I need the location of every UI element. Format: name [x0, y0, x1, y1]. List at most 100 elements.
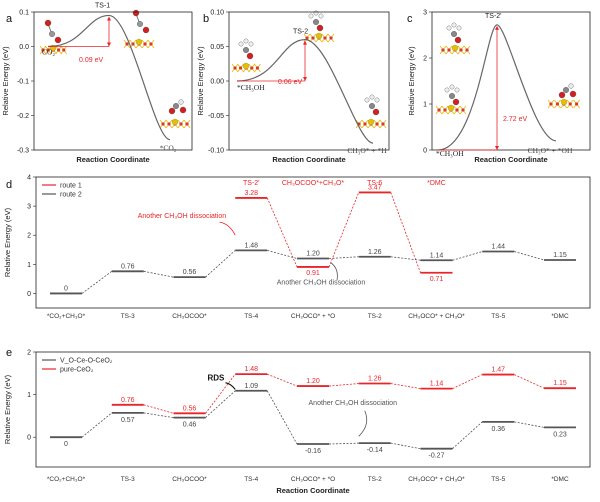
- state-label-a: *CO₂: [160, 144, 177, 153]
- atom-icon: [313, 19, 319, 25]
- connector-e: [514, 374, 545, 389]
- atom-icon: [313, 10, 319, 16]
- ts-label-a: TS-1: [95, 2, 110, 9]
- panel-c: 0 1 2 3 Relative Energy (eV) Reaction Coordin…: [407, 10, 591, 164]
- atom-icon: [444, 87, 450, 93]
- lattice-atom: [575, 102, 579, 106]
- atom-icon: [452, 98, 460, 106]
- surface-lattice-icon: [435, 104, 467, 115]
- panel-letter-d: d: [6, 179, 12, 191]
- atom-icon: [569, 90, 577, 98]
- atom-icon: [451, 31, 457, 37]
- value-label-e: 1.47: [491, 367, 505, 374]
- atom-icon: [173, 103, 179, 109]
- category-label-d: TS-3: [121, 313, 135, 320]
- legend-d: route 1 route 2: [42, 183, 82, 199]
- value-label-d: 3.28: [244, 190, 258, 197]
- surface-lattice-icon: [355, 118, 387, 129]
- connector-e: [267, 373, 298, 387]
- atom-icon: [137, 21, 143, 27]
- value-label-e: -0.14: [367, 447, 383, 454]
- ytick-label-a: 0.0: [19, 44, 29, 51]
- lattice-atom: [459, 48, 463, 52]
- atom-icon: [364, 97, 370, 103]
- lattice-atom: [443, 108, 447, 112]
- category-label-d: TS-4: [244, 313, 258, 320]
- axis-frame-e: [35, 351, 591, 468]
- lattice-atom: [363, 122, 367, 126]
- ytick-label-a: 0.1: [19, 10, 29, 17]
- lattice-atom: [46, 48, 50, 52]
- barrier-arrowhead-c: [495, 25, 499, 30]
- state-title-d: TS-2': [243, 180, 260, 187]
- lattice-atom: [323, 36, 327, 40]
- legend-label-e: V_O-Ce-O-CeO₂: [60, 358, 113, 365]
- value-label-d: 1.44: [491, 244, 505, 251]
- ytick-label-d: 1: [27, 262, 31, 269]
- value-label-d: 0: [64, 285, 68, 292]
- category-label-d: TS-2: [368, 313, 382, 320]
- connector-e: [81, 412, 113, 438]
- ytick-label-e: 2: [27, 350, 31, 357]
- xlabel-a: Reaction Coordinate: [76, 155, 149, 164]
- xlabel-b: Reaction Coordinate: [272, 155, 345, 164]
- atom-icon: [369, 94, 375, 100]
- atom-icon: [369, 103, 375, 109]
- ylabel-d: Relative Energy (eV): [3, 207, 12, 277]
- xlabel-e: Reaction Coordinate: [276, 486, 349, 495]
- connector-d: [266, 197, 298, 268]
- value-label-d: 1.48: [244, 242, 258, 249]
- value-label-e: 1.20: [306, 378, 320, 385]
- ytick-label-d: 4: [27, 175, 31, 182]
- category-label-e: TS-3: [121, 476, 135, 483]
- ytick-label-e: 1: [27, 392, 31, 399]
- connector-d: [81, 270, 112, 294]
- category-label-e: *CO₂+CH₃O*: [47, 476, 86, 483]
- ytick-label-e: 0: [27, 435, 31, 442]
- ytick-label-d: 3: [27, 204, 31, 211]
- category-label-d: TS-5: [491, 313, 505, 320]
- lattice-atom: [455, 108, 459, 112]
- value-label-d: 3.47: [368, 184, 382, 191]
- value-label-e: 0.23: [553, 431, 567, 438]
- atom-icon: [454, 87, 460, 93]
- atom-icon: [246, 52, 254, 60]
- connector-e: [452, 421, 483, 449]
- annotation-arrow-e: [225, 382, 236, 390]
- lattice-atom: [57, 48, 61, 52]
- connector-d: [143, 270, 174, 278]
- connector-e: [390, 383, 421, 390]
- lattice-atom: [143, 42, 147, 46]
- surface-lattice-icon: [547, 98, 580, 109]
- state-label-a: CO₂: [42, 48, 55, 57]
- lattice-atom: [239, 66, 243, 70]
- connector-d: [205, 250, 236, 278]
- panel-letter-e: e: [6, 347, 12, 359]
- ytick-label-c: 0: [423, 148, 427, 155]
- value-label-e: 0.57: [121, 417, 135, 424]
- connector-e: [328, 442, 359, 445]
- value-label-d: 0.91: [306, 270, 320, 277]
- value-label-e: 0.46: [183, 422, 197, 429]
- atom-icon: [178, 99, 184, 105]
- ylabel-e: Relative Energy (eV): [3, 374, 12, 444]
- category-label-e: CH₃OCO* + CH₃O*: [408, 476, 465, 483]
- lattice-atom: [329, 36, 333, 40]
- annotation-arrow-d: [330, 262, 338, 281]
- annotation-arrow-d: [219, 221, 236, 236]
- value-label-d: 0.56: [183, 269, 197, 276]
- energy-curve-a: [47, 14, 171, 141]
- series-d-1: 0 0.76 0.56 1.48 1.20 1.26 1.14 1.44 1.15: [50, 242, 576, 295]
- value-label-e: 1.09: [244, 383, 258, 390]
- lattice-atom: [171, 118, 179, 126]
- atom-icon: [132, 9, 140, 17]
- lattice-atom: [161, 122, 165, 126]
- state-title-d: TS-6: [367, 180, 382, 187]
- category-label-d: CH₃OCO* + *O: [291, 313, 335, 320]
- category-label-e: TS-4: [244, 476, 258, 483]
- annotation-rds: RDS: [208, 374, 226, 383]
- lattice-atom: [167, 122, 171, 126]
- legend-label-d: route 1: [60, 183, 82, 190]
- annotation-d: Another CH₃OH dissociation: [277, 280, 366, 287]
- value-label-e: 1.48: [244, 366, 258, 373]
